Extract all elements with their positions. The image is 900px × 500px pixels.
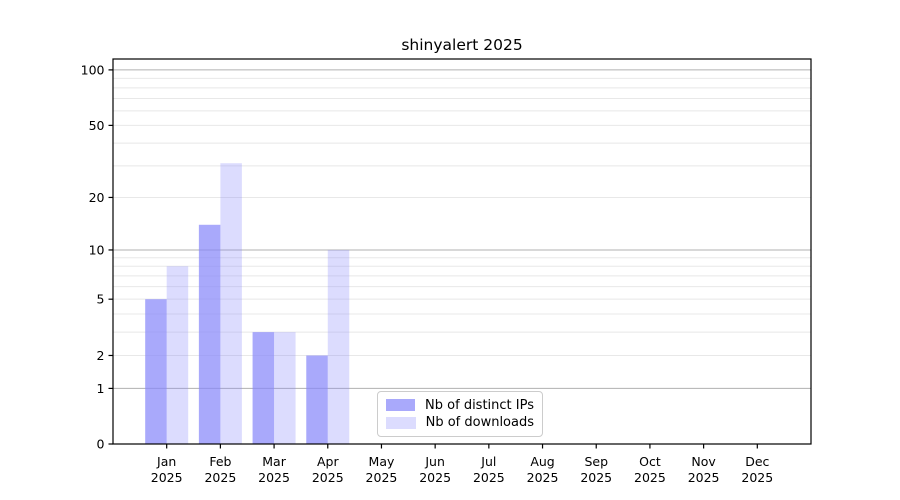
chart-title: shinyalert 2025: [401, 36, 523, 54]
x-tick-label-month: Nov: [691, 454, 716, 469]
legend: Nb of distinct IPs Nb of downloads: [377, 391, 543, 437]
x-tick-label-year: 2025: [151, 470, 183, 485]
bar-downloads: [274, 332, 296, 444]
y-tick-label: 2: [97, 348, 105, 363]
x-tick-label-month: Sep: [584, 454, 608, 469]
x-tick-label-month: Oct: [639, 454, 661, 469]
x-tick-label-month: May: [369, 454, 395, 469]
bar-downloads: [327, 249, 350, 444]
x-tick-label-year: 2025: [419, 470, 451, 485]
x-tick-label-year: 2025: [473, 470, 505, 485]
x-tick-label-year: 2025: [688, 470, 720, 485]
x-tick-label-month: Mar: [262, 454, 286, 469]
bar-distinct-ips: [198, 224, 221, 444]
x-tick-label-year: 2025: [580, 470, 612, 485]
x-tick-label-month: Aug: [530, 454, 554, 469]
x-tick-label-year: 2025: [634, 470, 666, 485]
x-tick-label-year: 2025: [204, 470, 236, 485]
x-tick-label-month: Apr: [317, 454, 339, 469]
bar-downloads: [220, 163, 242, 445]
x-tick-label-year: 2025: [258, 470, 290, 485]
x-tick-label-year: 2025: [741, 470, 773, 485]
x-tick-label-year: 2025: [527, 470, 559, 485]
x-tick-label-month: Jun: [424, 454, 445, 469]
bar-distinct-ips: [252, 332, 275, 444]
y-tick-label: 20: [89, 190, 105, 205]
bar-distinct-ips: [145, 299, 167, 444]
plot-border: [112, 58, 812, 445]
legend-swatch-downloads: [386, 416, 416, 429]
y-tick-label: 1: [97, 381, 105, 396]
x-tick-label-month: Feb: [209, 454, 231, 469]
bar-downloads: [166, 266, 189, 444]
legend-item-downloads: Nb of downloads: [386, 415, 534, 430]
x-tick-label-month: Dec: [745, 454, 769, 469]
bar-distinct-ips: [306, 355, 328, 444]
y-tick-label: 5: [97, 292, 105, 307]
y-tick-label: 10: [89, 242, 105, 257]
x-tick-label-year: 2025: [366, 470, 398, 485]
x-tick-label-month: Jan: [156, 454, 176, 469]
x-tick-label-month: Jul: [480, 454, 496, 469]
legend-label-downloads: Nb of downloads: [425, 415, 534, 431]
legend-label-distinct-ips: Nb of distinct IPs: [425, 397, 534, 413]
y-tick-label: 50: [89, 118, 105, 133]
x-tick-label-year: 2025: [312, 470, 344, 485]
y-tick-label: 0: [97, 436, 105, 451]
legend-swatch-distinct-ips: [386, 399, 416, 412]
legend-item-distinct-ips: Nb of distinct IPs: [386, 398, 534, 413]
y-tick-label: 100: [81, 62, 105, 77]
